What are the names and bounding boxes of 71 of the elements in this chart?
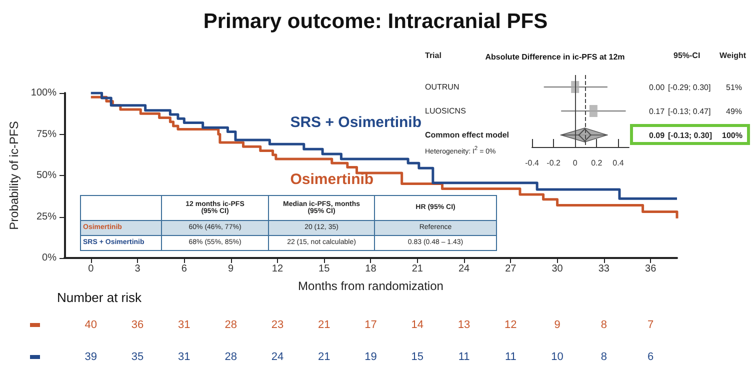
text: 17 — [364, 319, 377, 331]
text: 36 — [131, 319, 144, 331]
text: 13 — [458, 319, 470, 331]
x-axis-title: Months from randomization — [298, 279, 444, 293]
x-tick-label: 0.4 — [612, 158, 624, 168]
x-tick-label: 24 — [458, 264, 470, 274]
text: 28 — [224, 319, 237, 331]
text: 11 — [504, 351, 516, 363]
chart-title: Absolute Difference in ic-PFS at 12m — [485, 52, 625, 62]
x-tick-label: 9 — [228, 264, 234, 274]
series-label: SRS + Osimertinib — [290, 114, 422, 131]
y-tick-label: 25% — [36, 211, 57, 222]
x-tick-label: 0 — [88, 264, 94, 274]
text: 95%-CI — [674, 50, 700, 60]
text: 8 — [600, 351, 607, 363]
text: 11 — [458, 351, 470, 363]
text: Number at risk — [57, 290, 142, 306]
text: Trial — [425, 50, 442, 60]
text: 24 — [271, 351, 284, 363]
x-tick-label: 12 — [272, 264, 284, 274]
y-tick-label: Common effect model — [425, 130, 510, 140]
x-tick-label: -0.4 — [525, 158, 540, 168]
text: 19 — [364, 351, 377, 363]
text: 21 — [318, 351, 330, 363]
x-tick-label: -0.2 — [546, 158, 561, 168]
annotation: 0.09 — [649, 130, 665, 140]
y-axis-title: Probability of ic-PFS — [7, 121, 21, 230]
x-tick-label: 0 — [572, 158, 578, 168]
text: 39 — [84, 351, 98, 363]
annotation: 0.17 — [649, 106, 665, 116]
y-tick-label: 100% — [30, 88, 57, 98]
x-tick-label: 21 — [412, 264, 424, 274]
text: 100% — [722, 130, 742, 140]
annotation: [-0.13; 0.47] — [668, 106, 711, 116]
series-label: Osimertinib — [290, 170, 374, 188]
text: 6 — [648, 351, 654, 363]
text: 8 — [600, 319, 607, 331]
x-tick-label: 18 — [365, 264, 377, 274]
text: 28 — [224, 351, 237, 363]
text: 23 — [271, 319, 284, 331]
x-tick-label: 36 — [645, 264, 657, 274]
text: 51% — [726, 82, 742, 92]
x-tick-label: 30 — [552, 264, 564, 274]
text: 49% — [726, 106, 742, 116]
text: 0.00 — [649, 82, 665, 92]
text: 14 — [411, 319, 424, 331]
y-tick-label: 50% — [36, 170, 57, 181]
annotation: [-0.13; 0.30] — [668, 130, 712, 140]
x-tick-label: 3 — [134, 264, 141, 274]
text: 31 — [178, 319, 190, 331]
x-tick-label: 15 — [318, 264, 330, 274]
text: Weight — [720, 50, 746, 60]
y-tick-label: OUTRUN — [425, 82, 460, 92]
text: 40 — [84, 319, 98, 331]
x-tick-label: 6 — [181, 264, 188, 274]
x-tick-label: 33 — [598, 264, 610, 274]
text: 21 — [318, 319, 330, 331]
text: 9 — [554, 319, 560, 331]
text: 31 — [178, 351, 190, 363]
y-tick-label: 75% — [36, 128, 57, 140]
text: [-0.29; 0.30] — [668, 82, 711, 92]
text: 10 — [551, 351, 564, 363]
y-tick-label: 0% — [42, 252, 57, 264]
x-tick-label: 27 — [505, 264, 517, 274]
text: 15 — [411, 351, 424, 363]
text: 35 — [131, 351, 144, 363]
text: 12 — [504, 319, 517, 331]
x-tick-label: 0.2 — [591, 158, 603, 168]
chart-title: Primary outcome: Intracranial PFS — [203, 10, 548, 33]
text: 7 — [648, 319, 654, 331]
y-tick-label: LUOSICNS — [425, 106, 466, 116]
